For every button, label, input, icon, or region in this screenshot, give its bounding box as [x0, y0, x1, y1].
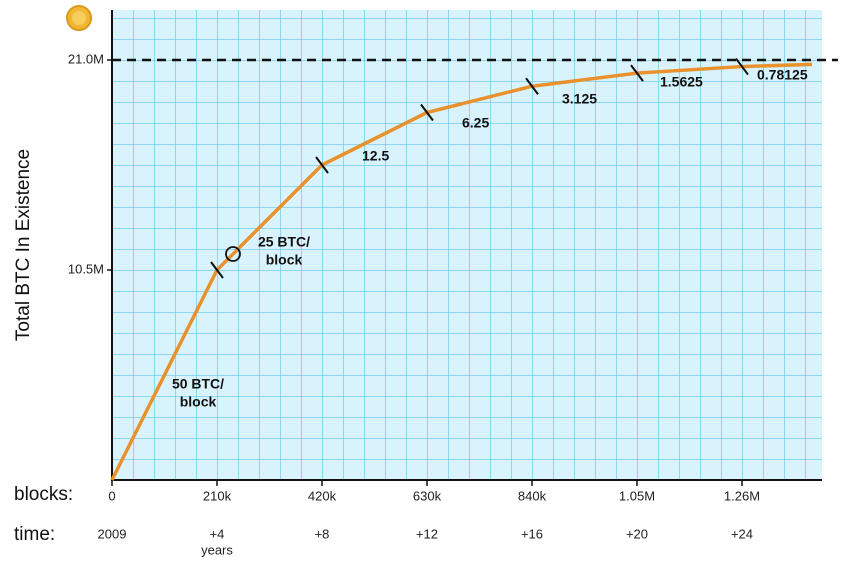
time-tick-label: +12 — [416, 526, 438, 541]
halving-mark — [735, 57, 749, 76]
time-axis-label: time: — [14, 524, 55, 545]
x-tick-label: 630k — [413, 488, 442, 503]
time-tick-label: +4 — [210, 526, 225, 541]
reward-label: 25 BTC/ — [258, 234, 310, 250]
time-tick-label: +20 — [626, 526, 648, 541]
y-tick-label: 21.0M — [68, 51, 104, 66]
halving-mark — [210, 261, 224, 279]
time-tick-label: +8 — [315, 526, 330, 541]
reward-label: 12.5 — [362, 148, 389, 164]
x-tick-label: 1.05M — [619, 488, 655, 503]
time-tick-label: 2009 — [98, 526, 127, 541]
reward-label: 3.125 — [562, 91, 597, 107]
reward-label: 50 BTC/ — [172, 376, 224, 392]
halving-mark — [525, 77, 539, 95]
x-tick-label: 1.26M — [724, 488, 760, 503]
halving-mark — [630, 64, 644, 82]
reward-label: block — [180, 394, 217, 410]
x-tick-label: 840k — [518, 488, 547, 503]
y-tick-label: 10.5M — [68, 261, 104, 276]
current-marker — [225, 246, 241, 262]
reward-label: 0.78125 — [757, 67, 808, 83]
halving-mark — [315, 156, 329, 174]
reward-label: 1.5625 — [660, 74, 703, 90]
bitcoin-icon-inner — [72, 11, 86, 25]
x-axis-label: blocks: — [14, 484, 73, 505]
reward-label: 6.25 — [462, 115, 489, 131]
x-tick-label: 210k — [203, 488, 232, 503]
plot-background — [112, 10, 822, 480]
time-unit: years — [201, 542, 233, 557]
time-tick-label: +16 — [521, 526, 543, 541]
x-tick-label: 0 — [108, 488, 115, 503]
reward-label: block — [266, 252, 303, 268]
y-axis-label: Total BTC In Existence — [13, 149, 34, 341]
x-tick-label: 420k — [308, 488, 337, 503]
halving-mark — [420, 103, 434, 122]
supply-line — [110, 62, 813, 481]
time-tick-label: +24 — [731, 526, 753, 541]
